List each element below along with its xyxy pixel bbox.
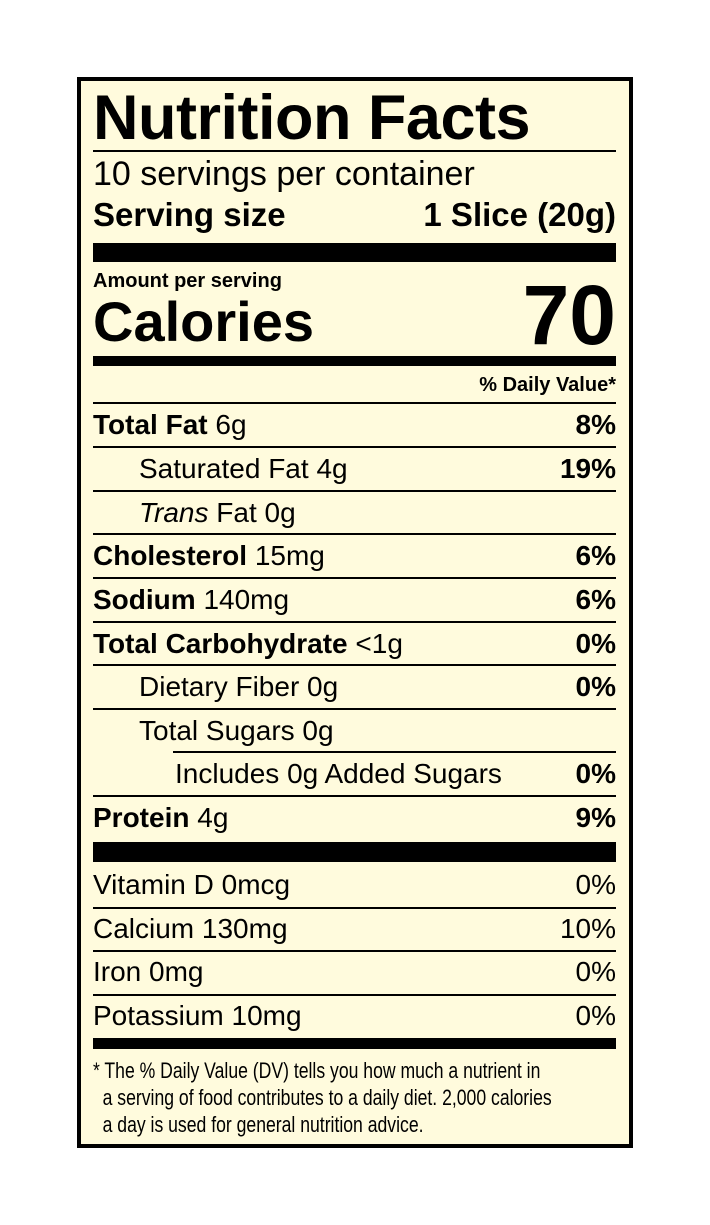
divider [93, 577, 616, 579]
thick-divider [93, 1038, 616, 1049]
nutrient-row-total-sugars: Total Sugars 0g [93, 709, 616, 753]
nutrient-row-added-sugars: Includes 0g Added Sugars 0% [93, 752, 616, 796]
nutrient-dv: 19% [559, 453, 616, 484]
nutrient-dv: 0% [575, 671, 616, 702]
vitamin-row-iron: Iron 0mg 0% [93, 950, 616, 994]
nutrient-amount: 4g [197, 802, 229, 833]
nutrient-dv: 6% [575, 584, 616, 615]
nutrient-amount: 0g [264, 497, 296, 528]
vitamin-row-calcium: Calcium 130mg 10% [93, 907, 616, 951]
nutrient-amount: 0g [307, 671, 339, 702]
divider [93, 150, 616, 152]
divider [93, 446, 616, 448]
nutrient-name: Total Carbohydrate [93, 628, 348, 659]
nutrient-dv: 0% [575, 758, 616, 789]
vitamin-dv: 0% [575, 956, 616, 987]
calories-row: Calories 70 [93, 273, 616, 357]
vitamin-name: Vitamin D 0mcg [93, 869, 291, 900]
vitamin-dv: 0% [575, 1000, 616, 1031]
amount-per-serving: Amount per serving [93, 270, 282, 292]
divider [173, 751, 616, 753]
serving-size-row: Serving size 1 Slice (20g) [93, 195, 616, 235]
thick-divider [93, 842, 616, 862]
nutrient-name: Includes 0g Added Sugars [175, 758, 502, 789]
servings-per-container: 10 servings per container [93, 155, 475, 193]
nutrient-name: Protein [93, 802, 190, 833]
divider [93, 708, 616, 710]
nutrient-row-trans-fat: Trans Fat 0g [93, 491, 616, 535]
divider [93, 533, 616, 535]
nutrient-row-sodium: Sodium 140mg 6% [93, 578, 616, 622]
calories-label: Calories [93, 290, 314, 353]
divider [93, 402, 616, 404]
vitamin-row-vitamin-d: Vitamin D 0mcg 0% [93, 863, 616, 907]
divider [93, 490, 616, 492]
divider [93, 994, 616, 996]
nutrient-row-dietary-fiber: Dietary Fiber 0g 0% [93, 665, 616, 709]
nutrient-row-protein: Protein 4g 9% [93, 796, 616, 840]
calories-value: 70 [522, 268, 616, 362]
nutrient-amount: 4g [316, 453, 348, 484]
footnote-line: * The % Daily Value (DV) tells you how m… [93, 1058, 541, 1083]
divider [93, 795, 616, 797]
divider [93, 907, 616, 909]
nutrient-name: Total Fat [93, 409, 208, 440]
nutrient-dv: 8% [575, 409, 616, 440]
nutrient-name: Trans [139, 497, 209, 528]
nutrient-amount: <1g [355, 628, 403, 659]
vitamin-name: Potassium 10mg [93, 1000, 302, 1031]
nutrient-dv: 6% [575, 540, 616, 571]
nutrient-name: Total Sugars [139, 715, 295, 746]
nutrient-dv: 0% [575, 628, 616, 659]
nutrition-facts-label: Nutrition Facts 10 servings per containe… [77, 77, 633, 1148]
divider [93, 664, 616, 666]
nutrient-name: Dietary Fiber [139, 671, 300, 702]
nutrient-amount: 0g [302, 715, 334, 746]
thick-divider [93, 356, 616, 366]
nutrient-row-saturated-fat: Saturated Fat 4g 19% [93, 447, 616, 491]
nutrient-amount: 6g [215, 409, 247, 440]
thick-divider [93, 243, 616, 262]
nutrient-amount: 140mg [203, 584, 290, 615]
divider [93, 950, 616, 952]
nutrient-name-suffix: Fat [216, 497, 257, 528]
footnote-line: a day is used for general nutrition advi… [102, 1112, 424, 1137]
footnote: * The % Daily Value (DV) tells you how m… [93, 1057, 613, 1138]
vitamin-dv: 10% [559, 913, 616, 944]
daily-value-header: % Daily Value* [479, 374, 616, 396]
nutrient-dv: 9% [575, 802, 616, 833]
vitamin-name: Calcium 130mg [93, 913, 288, 944]
footnote-line: a serving of food contributes to a daily… [102, 1085, 552, 1110]
nutrient-row-cholesterol: Cholesterol 15mg 6% [93, 534, 616, 578]
nutrient-row-total-carbohydrate: Total Carbohydrate <1g 0% [93, 622, 616, 666]
vitamin-row-potassium: Potassium 10mg 0% [93, 994, 616, 1038]
nutrient-name: Cholesterol [93, 540, 248, 571]
serving-size-value: 1 Slice (20g) [423, 196, 616, 233]
nutrient-row-total-fat: Total Fat 6g 8% [93, 403, 616, 447]
vitamin-name: Iron 0mg [93, 956, 204, 987]
label-title: Nutrition Facts [93, 83, 531, 153]
nutrient-name: Saturated Fat [139, 453, 309, 484]
divider [93, 621, 616, 623]
serving-size-label: Serving size [93, 196, 286, 233]
nutrient-name: Sodium [93, 584, 196, 615]
vitamin-dv: 0% [575, 869, 616, 900]
nutrient-amount: 15mg [254, 540, 325, 571]
